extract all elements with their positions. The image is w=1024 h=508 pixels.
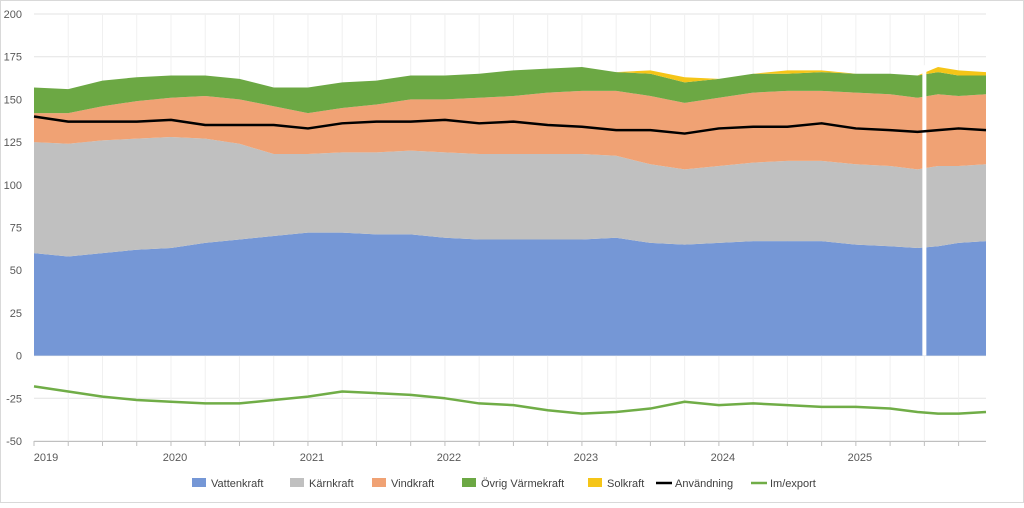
y-tick-label: -50 (6, 436, 22, 448)
legend-swatch (290, 478, 304, 487)
line-series (33, 115, 987, 415)
y-tick-label: 75 (10, 223, 22, 235)
x-tick-label: 2023 (574, 452, 598, 464)
y-tick-label: 0 (16, 351, 22, 363)
x-tick-label: 2022 (437, 452, 461, 464)
x-tick-label: 2025 (848, 452, 872, 464)
legend-label: Im/export (770, 478, 816, 490)
legend-label: Användning (675, 478, 733, 490)
x-tick-label: 2019 (34, 452, 58, 464)
x-tick-label: 2024 (711, 452, 735, 464)
legend-swatch (462, 478, 476, 487)
axes: 200 175 150 125 100 75 50 25 0 -25 -50 2019 2020 2021… (4, 9, 986, 464)
y-tick-label: 25 (10, 308, 22, 320)
y-tick-label: 150 (4, 94, 22, 106)
legend-label: Övrig Värmekraft (481, 478, 564, 490)
area-vattenkraft (34, 232, 986, 356)
legend-label: Kärnkraft (309, 478, 354, 490)
y-tick-label: 175 (4, 52, 22, 64)
legend-swatch (372, 478, 386, 487)
legend-label: Solkraft (607, 478, 644, 490)
y-tick-label: 200 (4, 9, 22, 21)
legend-swatch (192, 478, 206, 487)
x-tick-label: 2020 (163, 452, 187, 464)
legend-label: Vattenkraft (211, 478, 263, 490)
x-tick-label: 2021 (300, 452, 324, 464)
area-vindkraft (34, 90, 986, 170)
y-tick-label: 125 (4, 137, 22, 149)
stacked-areas (34, 65, 986, 356)
line-im-export (33, 385, 987, 415)
data-gap (922, 65, 927, 356)
legend: Vattenkraft Kärnkraft Vindkraft Övrig Värme… (192, 478, 816, 490)
line-anv-ndning (33, 115, 987, 135)
y-tick-label: -25 (6, 393, 22, 405)
area--vrig-v-rmekraft (34, 66, 986, 114)
y-tick-label: 50 (10, 265, 22, 277)
y-tick-label: 100 (4, 180, 22, 192)
area-k-rnkraft (34, 136, 986, 257)
legend-label: Vindkraft (391, 478, 434, 490)
legend-swatch (588, 478, 602, 487)
